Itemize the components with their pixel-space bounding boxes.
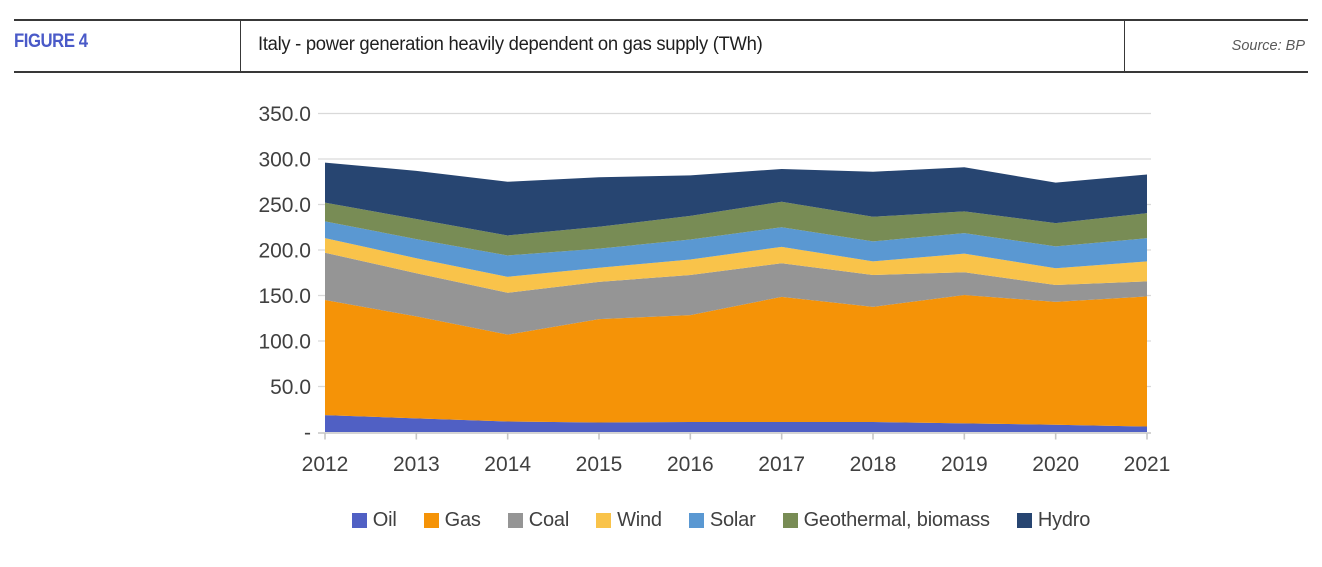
x-axis-label-2018: 2018 <box>850 453 897 476</box>
legend-item-solar: Solar <box>688 508 756 532</box>
figure-number-label: FIGURE 4 <box>14 31 88 52</box>
legend-item-wind: Wind <box>596 509 662 532</box>
header-top-border <box>14 19 1308 21</box>
y-axis-label-100-0: 100.0 <box>258 331 311 354</box>
x-axis-label-2014: 2014 <box>484 453 531 476</box>
legend-item-oil: Oil <box>351 508 397 532</box>
legend-item-gas: Gas <box>423 508 481 532</box>
y-axis-label-250-0: 250.0 <box>258 194 311 217</box>
legend-swatch-gas <box>423 512 439 528</box>
legend-label-oil: Oil <box>372 508 397 531</box>
x-axis-label-2013: 2013 <box>393 453 440 476</box>
area-wind <box>325 238 1147 293</box>
area-hydro <box>325 162 1147 236</box>
source-attribution: Source: BP <box>1231 38 1305 54</box>
legend-label-wind: Wind <box>617 508 662 531</box>
legend-swatch-oil <box>351 512 367 528</box>
x-axis-label-2020: 2020 <box>1032 453 1079 476</box>
area-geothermal-biomass <box>325 201 1147 256</box>
area-oil <box>325 415 1147 432</box>
area-solar <box>325 221 1147 277</box>
legend-swatch-solar <box>688 512 704 528</box>
header-divider-right <box>1124 20 1125 71</box>
legend-label-solar: Solar <box>709 508 756 531</box>
x-axis-label-2021: 2021 <box>1124 453 1171 476</box>
legend-label-gas: Gas <box>444 508 481 531</box>
y-axis-label-350-0: 350.0 <box>258 103 311 126</box>
header-bottom-border <box>14 71 1308 73</box>
area-coal <box>325 252 1147 335</box>
chart-title: Italy - power generation heavily depende… <box>258 34 763 55</box>
legend-label-coal: Coal <box>528 508 570 531</box>
y-axis-label-150-0: 150.0 <box>258 285 311 308</box>
x-axis-label-2012: 2012 <box>302 453 349 476</box>
y-axis-label-: - <box>304 422 311 445</box>
legend-swatch-hydro <box>1016 512 1032 528</box>
y-axis-label-50-0: 50.0 <box>270 376 311 399</box>
chart-legend: Oil Gas Coal Wind Solar Geothermal, biomass Hy… <box>150 507 1292 533</box>
area-gas <box>325 295 1147 427</box>
legend-item-geothermal-biomass: Geothermal, biomass <box>782 508 990 532</box>
legend-swatch-wind <box>596 512 612 528</box>
legend-label-hydro: Hydro <box>1037 508 1091 531</box>
x-axis-label-2015: 2015 <box>576 453 623 476</box>
x-axis-label-2016: 2016 <box>667 453 714 476</box>
x-axis-label-2017: 2017 <box>758 453 805 476</box>
legend-item-coal: Coal <box>507 508 570 532</box>
y-axis-label-300-0: 300.0 <box>258 149 311 172</box>
legend-label-geothermal-biomass: Geothermal, biomass <box>803 508 990 531</box>
y-axis-label-200-0: 200.0 <box>258 240 311 263</box>
x-axis-label-2019: 2019 <box>941 453 988 476</box>
header-divider-left <box>240 20 241 71</box>
legend-swatch-geothermal-biomass <box>782 512 798 528</box>
legend-item-hydro: Hydro <box>1016 508 1091 532</box>
legend-swatch-coal <box>507 512 523 528</box>
